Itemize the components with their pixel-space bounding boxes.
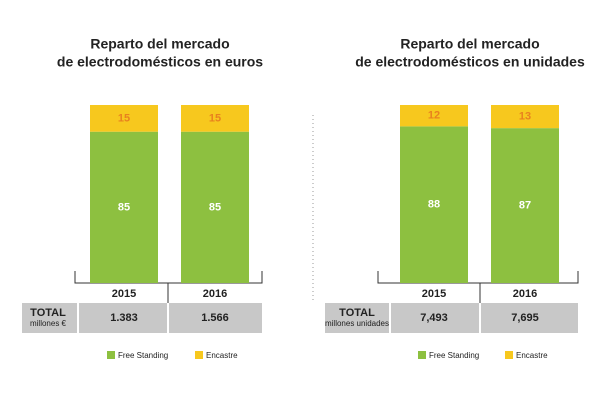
legend-swatch <box>505 351 513 359</box>
data-label: 87 <box>519 199 531 211</box>
x-tick-label: 2015 <box>112 288 136 300</box>
table-value: 7,493 <box>420 312 448 324</box>
bar-segment <box>491 128 559 283</box>
legend-label: Encastre <box>206 351 238 360</box>
bar-segment <box>181 131 249 283</box>
legend-label: Encastre <box>516 351 548 360</box>
table-label: TOTAL <box>30 307 66 319</box>
data-label: 85 <box>118 201 130 213</box>
bar-segment <box>181 105 249 132</box>
legend-swatch <box>195 351 203 359</box>
legend-swatch <box>107 351 115 359</box>
axis-bracket <box>377 271 579 303</box>
legend-swatch <box>418 351 426 359</box>
x-tick-label: 2016 <box>203 288 227 300</box>
chart-title: de electrodomésticos en unidades <box>355 54 585 70</box>
table-value: 7,695 <box>511 312 539 324</box>
axis-bracket <box>74 271 263 303</box>
table-value: 1.566 <box>201 312 229 324</box>
x-tick-label: 2016 <box>513 288 537 300</box>
chart-title: Reparto del mercado <box>400 36 539 52</box>
data-label: 15 <box>209 112 221 124</box>
x-tick-label: 2015 <box>422 288 446 300</box>
chart-title: de electrodomésticos en euros <box>57 54 263 70</box>
bar-segment <box>491 105 559 129</box>
data-label: 12 <box>428 110 440 122</box>
bar-segment <box>400 105 468 127</box>
table-sublabel: millones unidades <box>325 319 389 328</box>
legend-label: Free Standing <box>429 351 479 360</box>
data-label: 15 <box>118 112 130 124</box>
table-row <box>22 303 262 333</box>
bar-segment <box>90 131 158 283</box>
table-label: TOTAL <box>339 307 375 319</box>
table-row <box>325 303 578 333</box>
table-sublabel: millones € <box>30 319 67 328</box>
legend-label: Free Standing <box>118 351 168 360</box>
bar-segment <box>90 105 158 132</box>
data-label: 85 <box>209 201 221 213</box>
table-value: 1.383 <box>110 312 138 324</box>
bar-segment <box>400 126 468 283</box>
data-label: 13 <box>519 110 531 122</box>
data-label: 88 <box>428 199 440 211</box>
chart-title: Reparto del mercado <box>90 36 229 52</box>
